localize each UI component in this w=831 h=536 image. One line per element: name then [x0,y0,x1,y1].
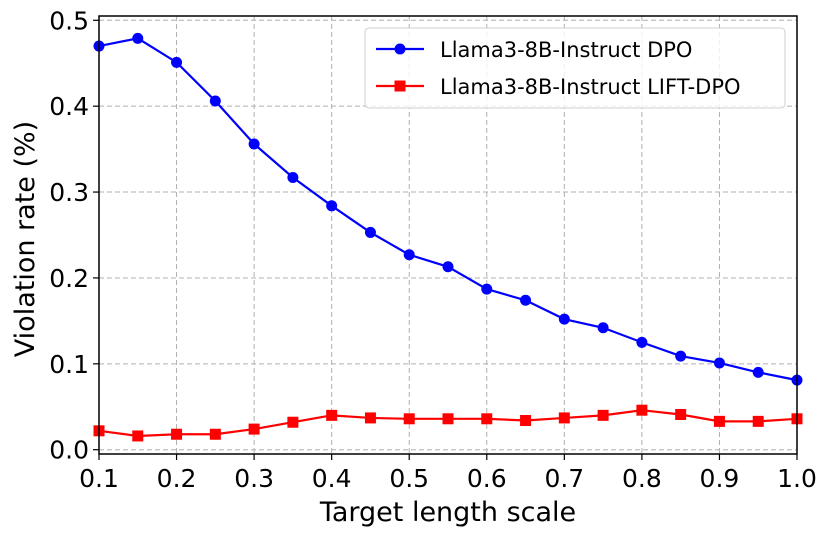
data-point [520,294,532,306]
data-point [675,350,687,362]
data-point [713,415,725,427]
data-point [248,138,260,150]
legend-label: Llama3-8B-Instruct LIFT-DPO [440,75,741,99]
y-tick-label: 0.4 [49,92,89,121]
data-point [171,428,183,440]
x-axis-title: Target length scale [319,497,576,528]
axis-ticks: 0.1 0.2 0.3 0.4 0.5 0.6 0.7 0.8 0.9 1.00.00.10.20… [49,6,817,493]
data-point [636,336,648,348]
data-point [558,313,570,325]
legend-label: Llama3-8B-Instruct DPO [440,38,692,62]
data-point [442,261,454,273]
data-point [481,283,493,295]
series-1 [93,404,803,442]
y-tick-label: 0.1 [49,350,89,379]
data-point [597,322,609,334]
data-point [597,409,609,421]
x-tick-label: 1.0 [777,464,817,493]
legend-marker [394,80,406,92]
data-point [558,412,570,424]
y-tick-label: 0.3 [49,178,89,207]
x-tick-label: 0.5 [389,464,429,493]
x-tick-label: 0.2 [157,464,197,493]
data-point [636,404,648,416]
data-point [364,412,376,424]
data-point [132,32,144,44]
data-point [481,413,493,425]
x-tick-label: 0.7 [544,464,584,493]
data-point [442,413,454,425]
data-point [209,428,221,440]
data-point [403,413,415,425]
x-tick-label: 0.9 [700,464,740,493]
data-point [248,423,260,435]
data-point [287,171,299,183]
legend-box [364,27,786,109]
legend-marker [394,43,406,55]
data-point [326,409,338,421]
data-point [171,56,183,68]
data-point [132,430,144,442]
legend: Llama3-8B-Instruct DPO Llama3-8B-Instruct… [364,27,786,109]
data-point [209,95,221,107]
data-point [364,226,376,238]
data-point [287,416,299,428]
data-point [326,200,338,212]
plot-frame [98,15,798,455]
x-tick-label: 0.6 [467,464,507,493]
data-point [752,415,764,427]
y-tick-label: 0.0 [49,436,89,465]
data-point [675,408,687,420]
series-0 [93,32,803,386]
x-tick-label: 0.3 [234,464,274,493]
y-tick-label: 0.5 [49,6,89,35]
x-tick-label: 0.1 [79,464,119,493]
data-point [403,249,415,261]
data-point [520,415,532,427]
data-point [713,357,725,369]
y-tick-label: 0.2 [49,264,89,293]
x-tick-label: 0.4 [312,464,352,493]
x-tick-label: 0.8 [622,464,662,493]
data-point [752,366,764,378]
y-axis-title: Violation rate (%) [10,121,41,357]
